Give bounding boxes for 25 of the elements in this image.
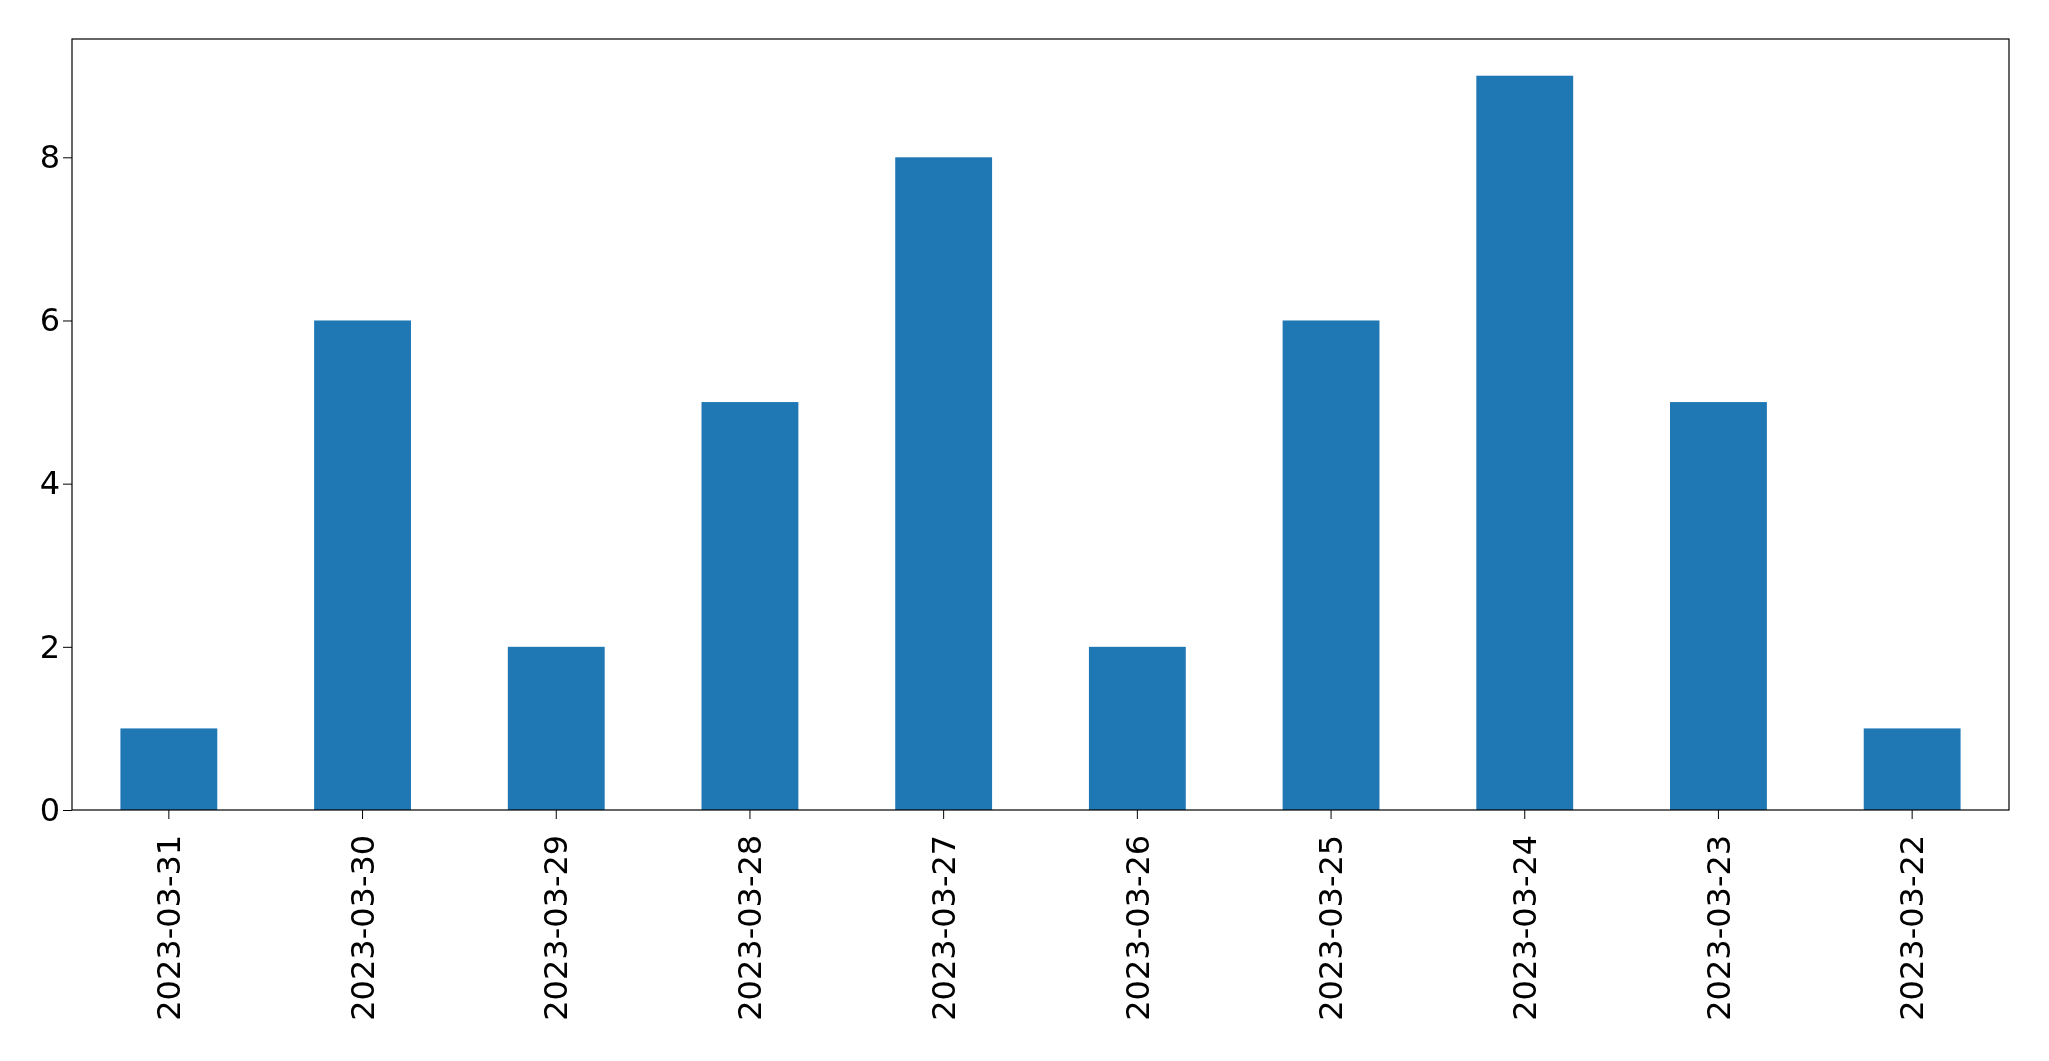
bar [1670, 402, 1767, 810]
x-tick-label: 2023-03-30 [343, 834, 382, 1021]
x-tick-label: 2023-03-25 [1312, 834, 1351, 1021]
y-tick-label: 8 [39, 138, 60, 177]
bar [1476, 75, 1574, 810]
x-tick-label: 2023-03-24 [1505, 834, 1544, 1021]
x-tick-label: 2023-03-26 [1118, 834, 1157, 1021]
bar [895, 157, 993, 810]
y-tick-label: 0 [39, 790, 60, 829]
x-tick-label: 2023-03-28 [731, 834, 770, 1021]
bar [120, 728, 218, 810]
x-tick-label: 2023-03-31 [150, 834, 189, 1021]
x-tick-label: 2023-03-27 [924, 834, 963, 1021]
y-tick-label: 4 [39, 464, 60, 503]
bar [1863, 728, 1961, 810]
bar [1088, 646, 1186, 810]
bar [1282, 320, 1380, 810]
bar [314, 320, 411, 810]
x-tick-label: 2023-03-29 [537, 834, 576, 1021]
y-tick-label: 2 [39, 627, 60, 666]
x-tick-label: 2023-03-23 [1699, 834, 1738, 1021]
y-tick-label: 6 [39, 301, 60, 340]
bar [507, 646, 605, 810]
x-tick-label: 2023-03-22 [1893, 834, 1932, 1021]
bar [701, 402, 799, 810]
